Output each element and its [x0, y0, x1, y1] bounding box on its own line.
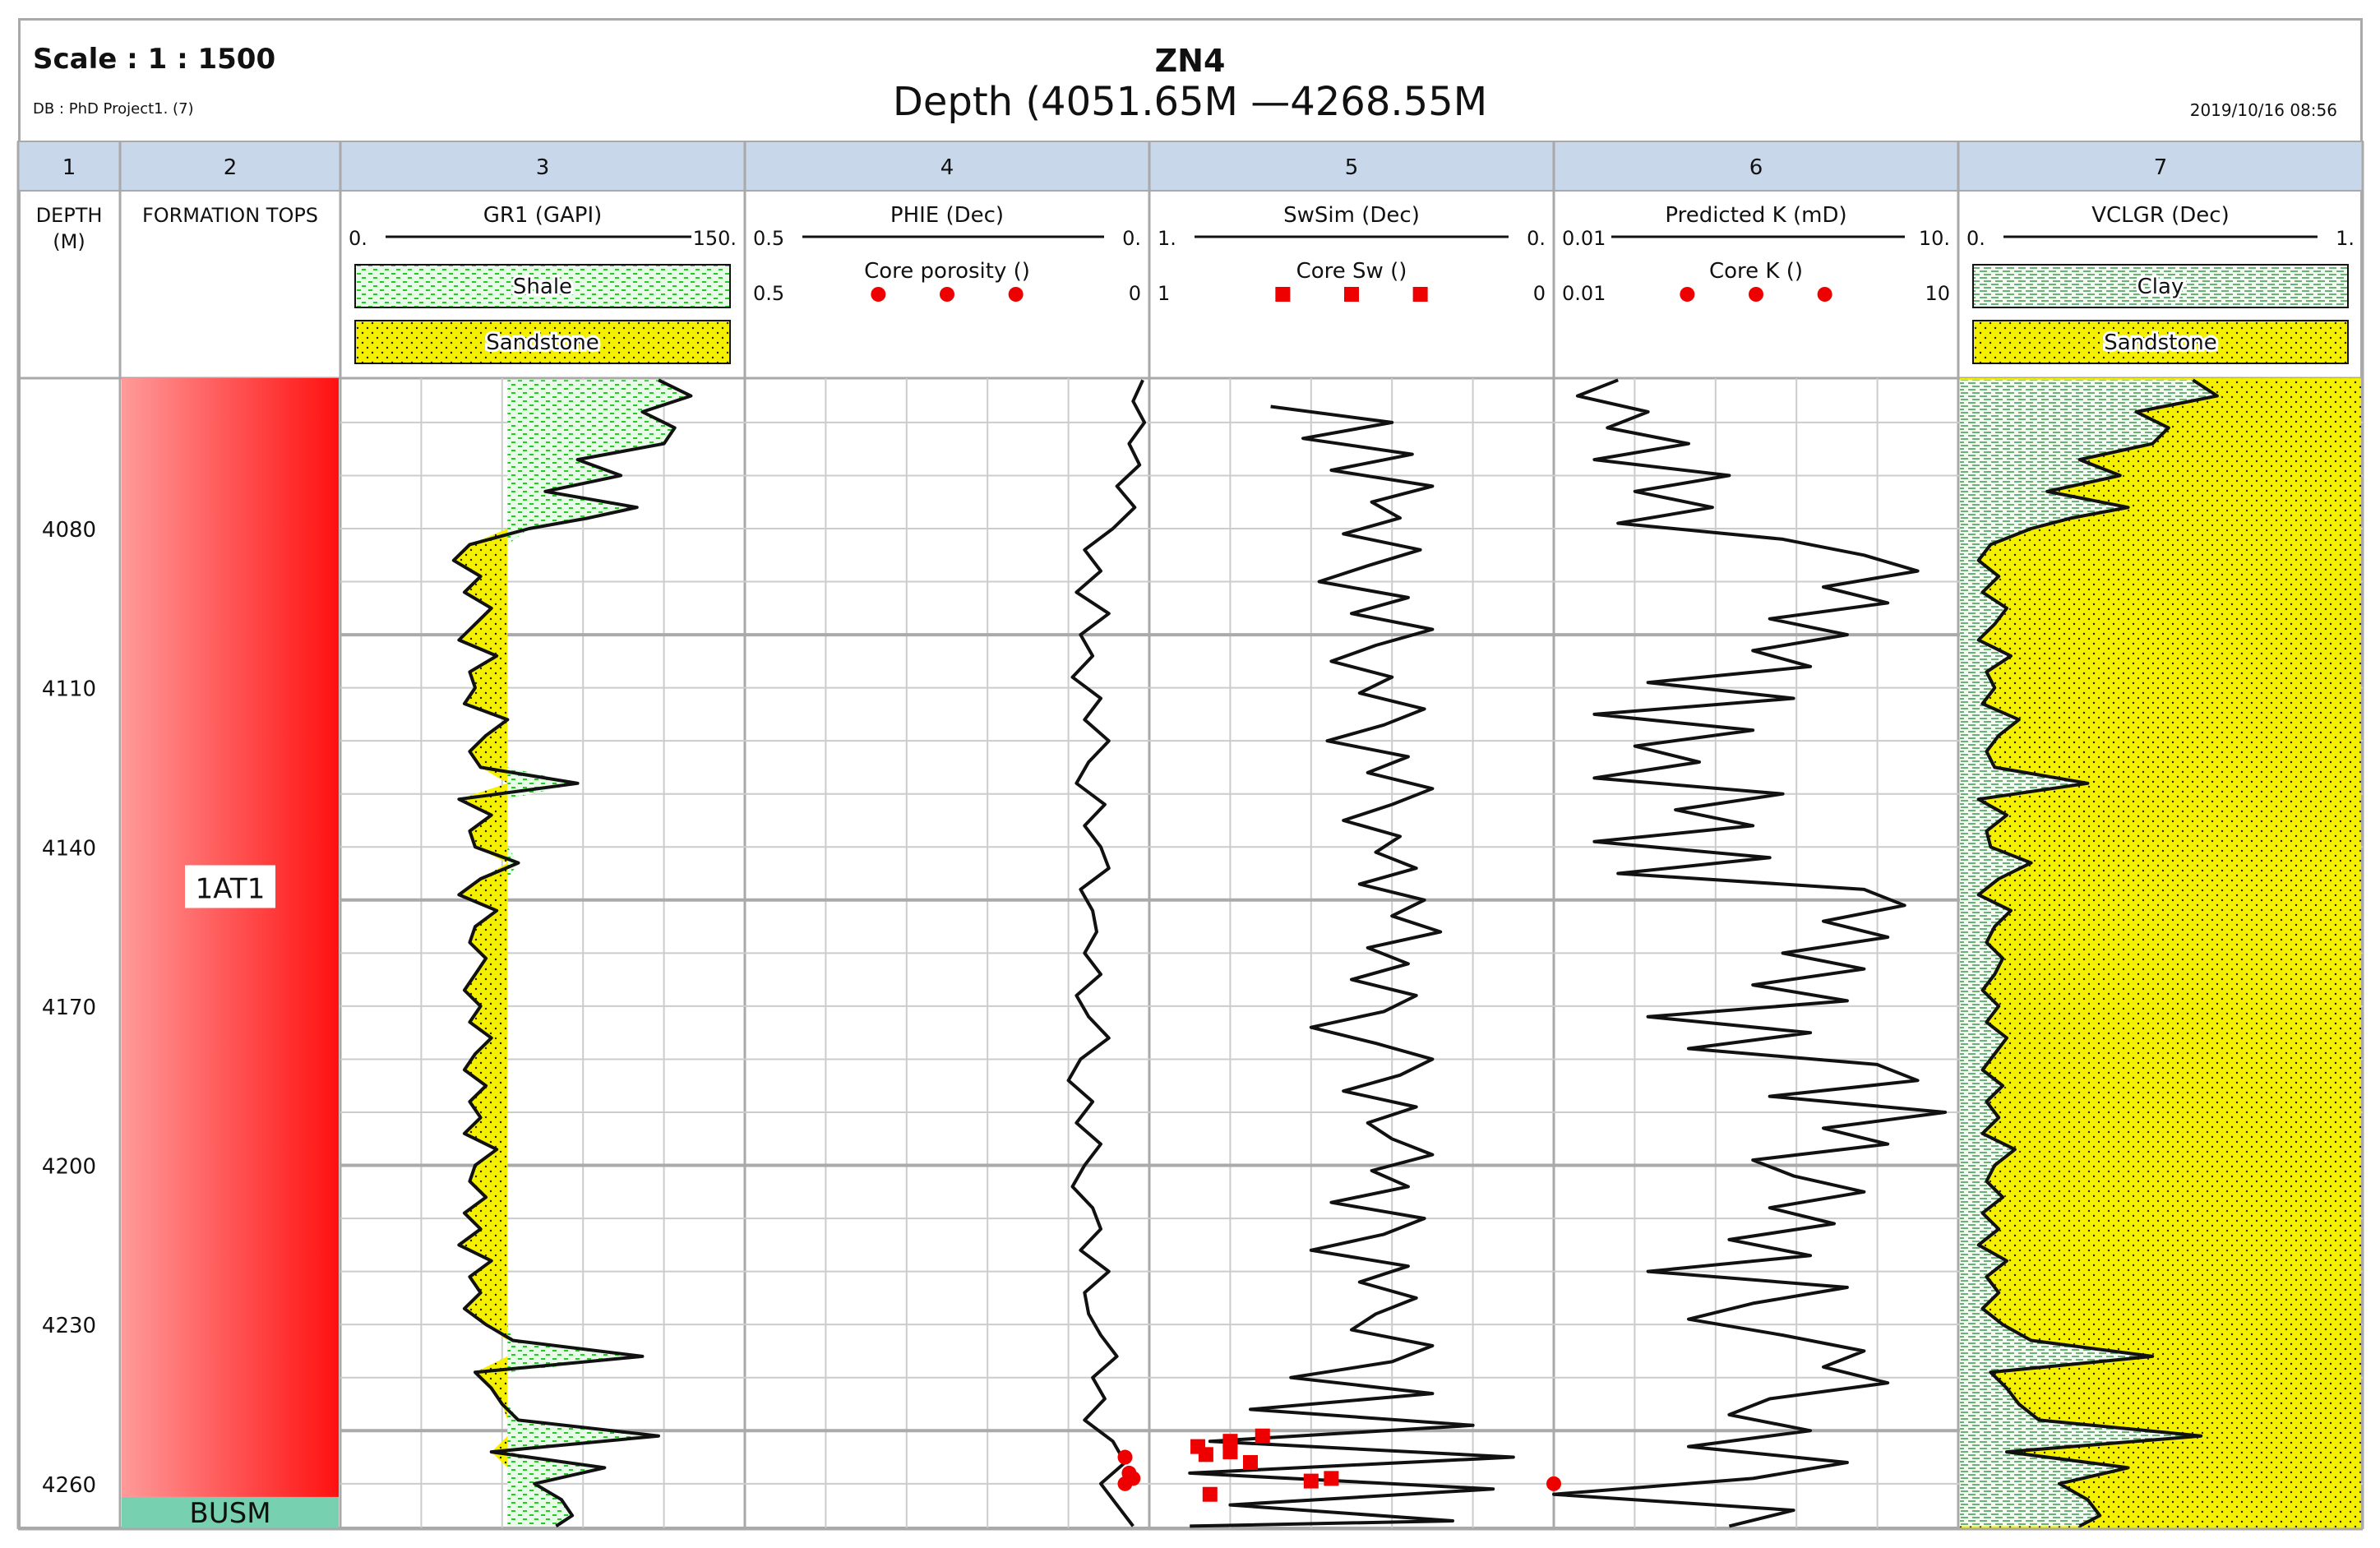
gr-shale-legend-box	[354, 264, 731, 308]
core-sw-point	[1198, 1447, 1213, 1463]
core-porosity-points-title: Core porosity ()	[864, 259, 1030, 284]
phie-scale-left: 0.5	[753, 227, 784, 250]
gr-sandstone-legend-label: Sandstone	[486, 330, 599, 355]
predicted-k-curve	[1552, 378, 1948, 1528]
formation-label-1at1: 1AT1	[196, 872, 266, 905]
well-name: ZN4	[1154, 43, 1226, 79]
vclgr-curve	[1976, 378, 2219, 1528]
track-number: 2	[224, 155, 238, 180]
core-sw-legend-marker	[1412, 287, 1428, 302]
depth-tick-label: 4200	[42, 1155, 96, 1180]
track-number: 3	[536, 155, 550, 180]
core-sw-point	[1202, 1486, 1218, 1502]
core-k-legend-marker	[1680, 287, 1695, 302]
core-sw-points-left: 1	[1158, 282, 1170, 305]
phie-curve	[1066, 379, 1147, 1527]
perm-curve-title: Predicted K (mD)	[1665, 203, 1846, 228]
formation-1at1-block	[122, 378, 339, 1497]
core-sw-point	[1324, 1471, 1339, 1486]
depth-tick-label: 4170	[42, 996, 96, 1020]
core-porosity-points-right: 0	[1129, 282, 1141, 305]
core-porosity-legend-marker	[940, 287, 954, 302]
track-number-cell	[119, 141, 341, 192]
track-number-cell	[1553, 141, 1959, 192]
vclgr-clay-fill	[1960, 380, 2217, 1527]
track-number: 7	[2154, 155, 2168, 180]
track-number: 5	[1345, 155, 1359, 180]
core-sw-point	[1303, 1473, 1319, 1489]
core-sw-point	[1243, 1454, 1258, 1470]
formation-label-box	[185, 865, 275, 908]
perm-scale-right: 10.	[1919, 227, 1950, 250]
depth-tick-label: 4260	[42, 1473, 96, 1498]
core-k-legend-marker	[1817, 287, 1832, 302]
depth-tick-label: 4110	[42, 677, 96, 702]
formation-label-busm: BUSM	[189, 1497, 270, 1530]
core-k-points-left: 0.01	[1562, 282, 1606, 305]
vclgr-scale-left: 0.	[1966, 227, 1985, 250]
timestamp: 2019/10/16 08:56	[2189, 100, 2337, 120]
swsim-curve	[1188, 404, 1515, 1528]
swsim-scale-left: 1.	[1158, 227, 1176, 250]
gr-shale-fill	[507, 380, 691, 1527]
gr-scale-left: 0.	[349, 227, 367, 250]
core-sw-point	[1255, 1428, 1270, 1444]
vclgr-scale-right: 1.	[2336, 227, 2355, 250]
track-number: 4	[940, 155, 954, 180]
depth-unit-label: (M)	[53, 230, 85, 253]
depth-track-title: DEPTH	[36, 204, 103, 227]
core-k-points-right: 10	[1925, 282, 1950, 305]
core-porosity-legend-marker	[871, 287, 886, 302]
core-k-legend-marker	[1749, 287, 1763, 302]
core-k-points-title: Core K ()	[1709, 259, 1803, 284]
track-grid	[1554, 378, 1958, 1529]
gr-sandstone-legend-box	[354, 320, 731, 364]
gr-shale-legend-label: Shale	[513, 275, 572, 299]
phie-scale-right: 0.	[1122, 227, 1141, 250]
phie-curve-title: PHIE (Dec)	[890, 203, 1004, 228]
depth-tick-label: 4140	[42, 836, 96, 861]
track-number-cell	[340, 141, 746, 192]
database-label: DB : PhD Project1. (7)	[33, 100, 194, 118]
depth-tick-label: 4230	[42, 1314, 96, 1338]
track-number-cell	[744, 141, 1150, 192]
core-sw-point	[1222, 1444, 1238, 1460]
vclgr-curve-title: VCLGR (Dec)	[2091, 203, 2230, 228]
core-porosity-points-left: 0.5	[753, 282, 784, 305]
perm-scale-left: 0.01	[1562, 227, 1606, 250]
gr-scale-right: 150.	[693, 227, 737, 250]
core-porosity-point	[1117, 1449, 1133, 1465]
depth-range-title: Depth (4051.65M —4268.55M	[892, 79, 1488, 125]
formation-tops-title: FORMATION TOPS	[142, 204, 318, 227]
depth-tick-label: 4080	[42, 518, 96, 543]
track-number: 1	[62, 155, 76, 180]
swsim-curve-title: SwSim (Dec)	[1283, 203, 1420, 228]
vclgr-clay-legend-box	[1972, 264, 2349, 308]
core-sw-points-title: Core Sw ()	[1296, 259, 1407, 284]
core-sw-legend-marker	[1275, 287, 1291, 302]
vclgr-sandstone-legend-label: Sandstone	[2104, 330, 2217, 355]
gr1-curve	[451, 378, 693, 1528]
formation-busm-block	[122, 1496, 339, 1529]
swsim-scale-right: 0.	[1527, 227, 1546, 250]
vclgr-clay-legend-label: Clay	[2137, 275, 2184, 299]
core-sw-points-right: 0	[1533, 282, 1546, 305]
core-k-point	[1546, 1476, 1561, 1491]
track-grid	[745, 378, 1149, 1529]
core-sw-legend-marker	[1344, 287, 1359, 302]
scale-label: Scale : 1 : 1500	[33, 43, 276, 76]
gr-curve-title: GR1 (GAPI)	[483, 203, 603, 228]
track-grid	[1149, 378, 1554, 1529]
track-number: 6	[1749, 155, 1763, 180]
core-porosity-point	[1117, 1476, 1133, 1491]
vclgr-sandstone-legend-box	[1972, 320, 2349, 364]
core-porosity-legend-marker	[1008, 287, 1024, 302]
